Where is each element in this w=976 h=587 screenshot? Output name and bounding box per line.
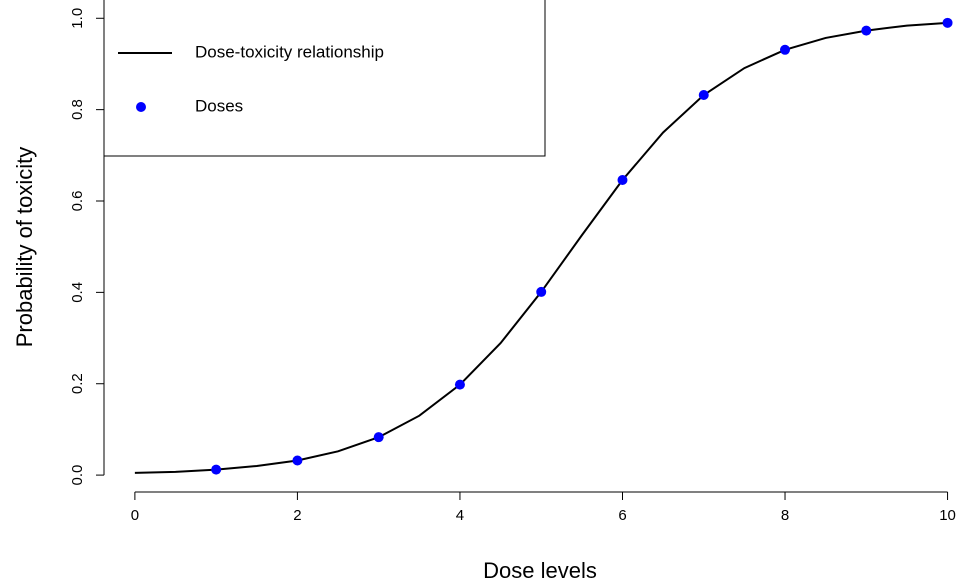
- y-tick-label: 0.4: [69, 282, 86, 303]
- y-tick-label: 0.2: [69, 373, 86, 394]
- y-axis-label: Probability of toxicity: [12, 147, 37, 348]
- dose-point: [292, 455, 303, 466]
- x-tick-label: 6: [618, 507, 626, 524]
- dose-point: [780, 44, 791, 55]
- y-tick-label: 0.8: [69, 99, 86, 120]
- x-tick-label: 4: [456, 507, 464, 524]
- y-tick-label: 0.0: [69, 465, 86, 486]
- legend-dot: [136, 102, 146, 112]
- dose-point: [454, 379, 465, 390]
- dose-point: [617, 174, 628, 185]
- y-tick-label: 1.0: [69, 8, 86, 29]
- legend-box: [103, 0, 546, 157]
- dose-point: [373, 432, 384, 443]
- dose-point: [536, 286, 547, 297]
- dose-point: [211, 464, 222, 475]
- dose-point: [861, 25, 872, 36]
- dose-point: [942, 17, 953, 28]
- x-tick-label: 10: [939, 507, 956, 524]
- legend-label: Dose-toxicity relationship: [195, 42, 384, 61]
- x-tick-label: 2: [293, 507, 301, 524]
- dose-point: [698, 90, 709, 101]
- y-tick-label: 0.6: [69, 191, 86, 212]
- legend-label: Doses: [195, 96, 243, 115]
- x-axis-label: Dose levels: [483, 558, 597, 583]
- x-tick-label: 8: [781, 507, 789, 524]
- x-tick-label: 0: [131, 507, 139, 524]
